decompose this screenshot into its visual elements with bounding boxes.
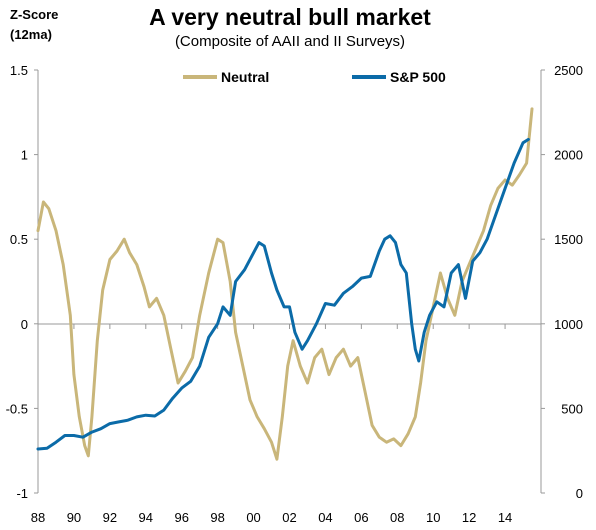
right-axis-tick-label: 1000 (554, 317, 583, 332)
x-axis-tick-label: 08 (390, 510, 404, 525)
right-axis-tick-label: 0 (576, 486, 583, 501)
x-axis-tick-label: 88 (31, 510, 45, 525)
x-axis-tick-label: 94 (139, 510, 153, 525)
x-axis-tick-label: 02 (282, 510, 296, 525)
series-line-sp500 (36, 137, 530, 451)
y-axis-label-line-1: Z-Score (10, 7, 58, 22)
left-axis-tick-label: 0 (21, 317, 28, 332)
x-axis-tick-label: 90 (67, 510, 81, 525)
left-axis-tick-label: -1 (16, 486, 28, 501)
legend-label-sp500: S&P 500 (390, 69, 446, 85)
chart-subtitle: (Composite of AAII and II Surveys) (175, 33, 405, 50)
legend-label-neutral: Neutral (221, 69, 269, 85)
right-axis-tick-label: 1500 (554, 232, 583, 247)
x-axis-tick-label: 96 (174, 510, 188, 525)
right-axis-tick-label: 2000 (554, 148, 583, 163)
left-axis-tick-label: 1.5 (10, 63, 28, 78)
x-axis-tick-label: 12 (462, 510, 476, 525)
left-axis-tick-label: -0.5 (6, 401, 28, 416)
x-axis-tick-label: 04 (318, 510, 332, 525)
x-axis-tick-label: 14 (498, 510, 512, 525)
left-axis-tick-label: 1 (21, 148, 28, 163)
right-axis-tick-label: 500 (561, 401, 583, 416)
y-axis-label-line-2: (12ma) (10, 27, 52, 42)
x-axis-tick-label: 92 (103, 510, 117, 525)
right-axis-tick-label: 2500 (554, 63, 583, 78)
x-axis-tick-label: 98 (210, 510, 224, 525)
left-axis-tick-label: 0.5 (10, 232, 28, 247)
x-axis-tick-label: 10 (426, 510, 440, 525)
chart-title: A very neutral bull market (149, 4, 431, 30)
x-axis-tick-label: 00 (246, 510, 260, 525)
x-axis-tick-label: 06 (354, 510, 368, 525)
legend: Neutral S&P 500 (183, 69, 446, 85)
series-line-neutral (36, 107, 534, 461)
